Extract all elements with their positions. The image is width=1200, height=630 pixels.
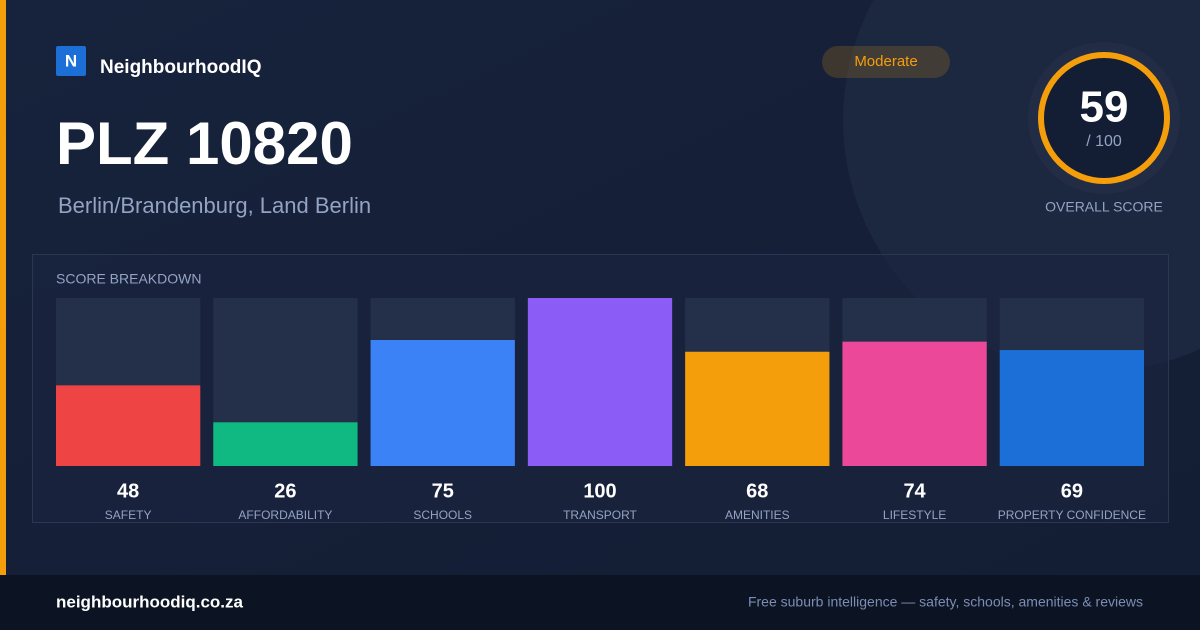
bar [999, 350, 1144, 466]
score-ring [1038, 52, 1170, 184]
bar-label: AMENITIES [725, 508, 790, 522]
brand: NeighbourhoodIQ [100, 57, 261, 78]
bar-label: TRANSPORT [563, 508, 637, 522]
bar-label: SCHOOLS [413, 508, 472, 522]
bar-value: 48 [117, 480, 139, 502]
bar-label: AFFORDABILITY [238, 508, 332, 522]
bar-value: 74 [903, 480, 926, 502]
bar [213, 422, 358, 466]
bar-value: 69 [1061, 480, 1083, 502]
logo [56, 46, 86, 76]
bar [685, 351, 830, 466]
title: PLZ 10820 [56, 110, 353, 177]
footer-url: neighbourhoodiq.co.za [56, 592, 244, 611]
logo-letter: N [65, 51, 77, 70]
badge: Moderate [854, 53, 917, 70]
breakdown-title: SCORE BREAKDOWN [56, 271, 201, 287]
bar-value: 68 [746, 480, 768, 502]
accent-stripe [0, 0, 6, 575]
footer-bg [0, 575, 1200, 630]
score-max: / 100 [1086, 133, 1122, 150]
bar-label: PROPERTY CONFIDENCE [998, 508, 1146, 522]
score-value: 59 [1080, 83, 1129, 132]
footer-tagline: Free suburb intelligence — safety, schoo… [748, 594, 1143, 610]
bar [56, 385, 201, 466]
bar-label: SAFETY [105, 508, 152, 522]
bar-value: 100 [583, 480, 616, 502]
score-label: OVERALL SCORE [1045, 199, 1163, 215]
subtitle: Berlin/Brandenburg, Land Berlin [58, 193, 371, 218]
bar-value: 26 [274, 480, 296, 502]
badge-bg [822, 46, 950, 78]
bar [527, 298, 673, 466]
bar [370, 340, 515, 466]
bar [842, 341, 987, 466]
bar-label: LIFESTYLE [883, 508, 946, 522]
bar-value: 75 [432, 480, 454, 502]
